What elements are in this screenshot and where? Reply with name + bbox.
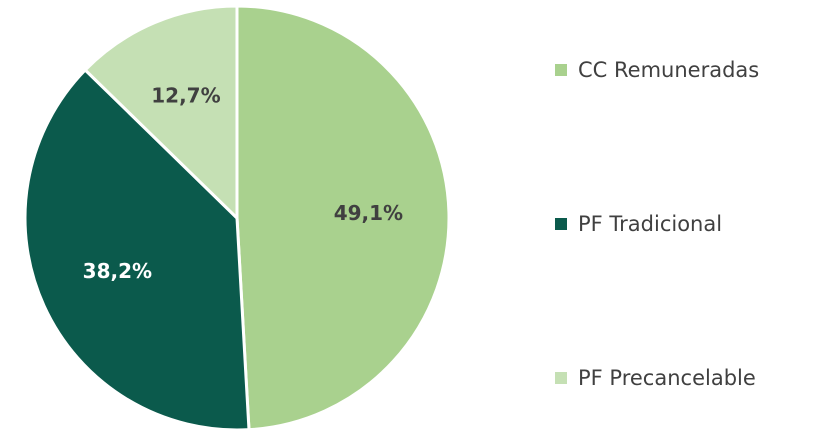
pie-slice [23,67,251,432]
legend-swatch [555,218,567,230]
legend-label: PF Tradicional [578,212,722,236]
pie-slice [235,4,451,432]
legend-swatch [555,64,567,76]
data-label: 12,7% [151,83,220,107]
legend-swatch [555,372,567,384]
pie-slice [83,4,239,222]
legend-label: CC Remuneradas [578,58,759,82]
data-label: 49,1% [334,201,403,225]
legend-label: PF Precancelable [578,366,756,390]
data-label: 38,2% [83,259,152,283]
